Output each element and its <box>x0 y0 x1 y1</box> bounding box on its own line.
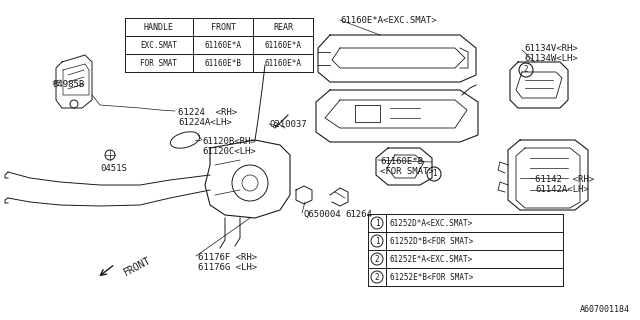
Text: 61252E*A<EXC.SMAT>: 61252E*A<EXC.SMAT> <box>390 254 473 263</box>
Text: 61134V<RH>: 61134V<RH> <box>524 44 578 53</box>
Text: 61134W<LH>: 61134W<LH> <box>524 54 578 63</box>
Text: 61120B<RH>: 61120B<RH> <box>202 137 256 146</box>
Text: 61160E*B: 61160E*B <box>205 59 241 68</box>
Text: 1: 1 <box>374 236 380 245</box>
Text: 84985B: 84985B <box>52 80 84 89</box>
Text: 0451S: 0451S <box>100 164 127 173</box>
Text: FRONT: FRONT <box>211 22 236 31</box>
Text: 61176F <RH>: 61176F <RH> <box>198 253 257 262</box>
Text: FOR SMAT: FOR SMAT <box>141 59 177 68</box>
Text: 1: 1 <box>374 219 380 228</box>
Text: 61160E*A: 61160E*A <box>205 41 241 50</box>
Text: 61224A<LH>: 61224A<LH> <box>178 118 232 127</box>
Text: Q210037: Q210037 <box>270 120 308 129</box>
Text: HANDLE: HANDLE <box>144 22 174 31</box>
Text: 61160E*A: 61160E*A <box>264 41 301 50</box>
Text: 2: 2 <box>524 66 528 75</box>
Text: A607001184: A607001184 <box>580 305 630 314</box>
Text: 61160E*A<EXC.SMAT>: 61160E*A<EXC.SMAT> <box>340 16 436 25</box>
Text: 61252D*A<EXC.SMAT>: 61252D*A<EXC.SMAT> <box>390 219 473 228</box>
Text: 61252D*B<FOR SMAT>: 61252D*B<FOR SMAT> <box>390 236 473 245</box>
Text: 1: 1 <box>432 170 436 179</box>
Text: Q650004: Q650004 <box>303 210 340 219</box>
Text: 61224  <RH>: 61224 <RH> <box>178 108 237 117</box>
Text: 61142A<LH>: 61142A<LH> <box>535 185 589 194</box>
Text: REAR: REAR <box>273 22 293 31</box>
Text: FRONT: FRONT <box>122 255 152 278</box>
Text: 61120C<LH>: 61120C<LH> <box>202 147 256 156</box>
Text: 2: 2 <box>374 254 380 263</box>
Text: 61142  <RH>: 61142 <RH> <box>535 175 594 184</box>
Text: 61176G <LH>: 61176G <LH> <box>198 263 257 272</box>
Text: 61160E*B: 61160E*B <box>380 157 423 166</box>
Text: 2: 2 <box>374 273 380 282</box>
Text: 61252E*B<FOR SMAT>: 61252E*B<FOR SMAT> <box>390 273 473 282</box>
Text: <FOR SMAT>: <FOR SMAT> <box>380 167 434 176</box>
Text: 61264: 61264 <box>345 210 372 219</box>
Text: 61160E*A: 61160E*A <box>264 59 301 68</box>
Text: EXC.SMAT: EXC.SMAT <box>141 41 177 50</box>
